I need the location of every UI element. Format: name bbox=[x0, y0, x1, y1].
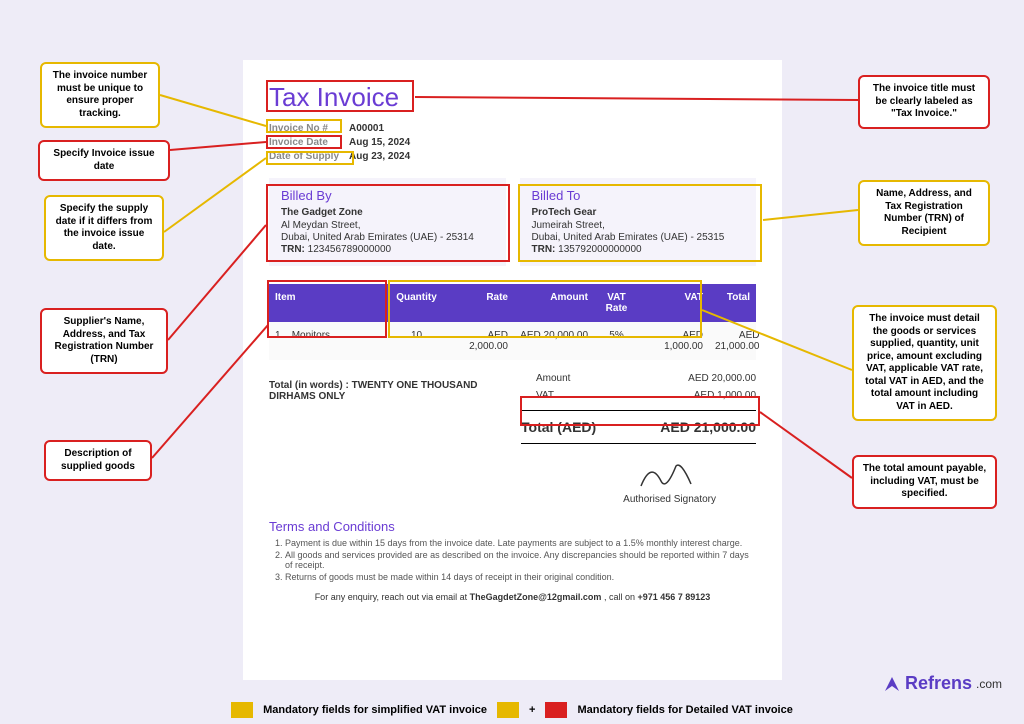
refrens-logo: Refrens.com bbox=[883, 673, 1002, 694]
th-vat: VAT bbox=[639, 284, 709, 322]
terms-section: Terms and Conditions Payment is due with… bbox=[269, 519, 756, 582]
td-amount: AED 20,000.00 bbox=[514, 322, 594, 360]
invoice-date-value: Aug 15, 2024 bbox=[349, 137, 410, 148]
billed-by-street: Al Meydan Street, bbox=[281, 220, 494, 231]
invoice-no-value: A00001 bbox=[349, 123, 384, 134]
invoice-no-label: Invoice No # bbox=[269, 123, 349, 134]
td-rate: AED 2,000.00 bbox=[444, 322, 514, 360]
supply-date-label: Date of Supply bbox=[269, 151, 349, 162]
billed-to-street: Jumeirah Street, bbox=[532, 220, 745, 231]
callout-supply-date: Specify the supply date if it differs fr… bbox=[44, 195, 164, 261]
billed-to-box: Billed To ProTech Gear Jumeirah Street, … bbox=[520, 178, 757, 266]
term-item: Payment is due within 15 days from the i… bbox=[285, 538, 756, 548]
billed-to-trn: TRN: 135792000000000 bbox=[532, 244, 745, 255]
supply-date-value: Aug 23, 2024 bbox=[349, 151, 410, 162]
invoice-title: Tax Invoice bbox=[269, 82, 756, 113]
meta-row-supply-date: Date of Supply Aug 23, 2024 bbox=[269, 151, 756, 162]
billed-by-city: Dubai, United Arab Emirates (UAE) - 2531… bbox=[281, 232, 494, 243]
td-total: AED 21,000.00 bbox=[709, 322, 765, 360]
terms-heading: Terms and Conditions bbox=[269, 519, 756, 534]
logo-icon bbox=[883, 675, 901, 693]
summary-vat-row: VAT AED 1,000.00 bbox=[521, 387, 756, 404]
legend-simplified: Mandatory fields for simplified VAT invo… bbox=[263, 704, 487, 716]
legend: Mandatory fields for simplified VAT invo… bbox=[0, 702, 1024, 718]
th-vat-rate: VAT Rate bbox=[594, 284, 639, 322]
td-vat-rate: 5% bbox=[594, 322, 639, 360]
term-item: All goods and services provided are as d… bbox=[285, 550, 756, 570]
billed-by-trn: TRN: 123456789000000 bbox=[281, 244, 494, 255]
callout-goods: Description of supplied goods bbox=[44, 440, 152, 481]
items-table: Item Quantity Rate Amount VAT Rate VAT T… bbox=[269, 284, 756, 360]
billed-to-heading: Billed To bbox=[532, 188, 745, 203]
th-total: Total bbox=[709, 284, 756, 322]
billed-to-city: Dubai, United Arab Emirates (UAE) - 2531… bbox=[532, 232, 745, 243]
invoice-meta: Invoice No # A00001 Invoice Date Aug 15,… bbox=[269, 123, 756, 162]
billed-by-name: The Gadget Zone bbox=[281, 207, 494, 218]
callout-invoice-date: Specify Invoice issue date bbox=[38, 140, 170, 181]
callout-supplier: Supplier's Name, Address, and Tax Regist… bbox=[40, 308, 168, 374]
th-item: Item bbox=[269, 284, 389, 322]
th-amount: Amount bbox=[514, 284, 594, 322]
td-item: 1. Monitors bbox=[269, 322, 389, 360]
callout-details: The invoice must detail the goods or ser… bbox=[852, 305, 997, 421]
grand-total: Total (AED) AED 21,000.00 bbox=[521, 410, 756, 444]
swatch-yellow-icon bbox=[231, 702, 253, 718]
items-header: Item Quantity Rate Amount VAT Rate VAT T… bbox=[269, 284, 756, 322]
swatch-yellow-icon bbox=[497, 702, 519, 718]
items-row: 1. Monitors 10 AED 2,000.00 AED 20,000.0… bbox=[269, 322, 756, 360]
legend-detailed: Mandatory fields for Detailed VAT invoic… bbox=[577, 704, 792, 716]
th-rate: Rate bbox=[444, 284, 514, 322]
td-vat: AED 1,000.00 bbox=[639, 322, 709, 360]
legend-plus: + bbox=[529, 704, 535, 716]
swatch-red-icon bbox=[545, 702, 567, 718]
terms-list: Payment is due within 15 days from the i… bbox=[269, 538, 756, 582]
td-qty: 10 bbox=[389, 322, 444, 360]
th-qty: Quantity bbox=[389, 284, 444, 322]
meta-row-invoice-date: Invoice Date Aug 15, 2024 bbox=[269, 137, 756, 148]
meta-row-invoice-no: Invoice No # A00001 bbox=[269, 123, 756, 134]
signature-block: Authorised Signatory bbox=[269, 456, 756, 505]
term-item: Returns of goods must be made within 14 … bbox=[285, 572, 756, 582]
callout-invoice-number: The invoice number must be unique to ens… bbox=[40, 62, 160, 128]
summary-amount-row: Amount AED 20,000.00 bbox=[521, 370, 756, 387]
callout-title: The invoice title must be clearly labele… bbox=[858, 75, 990, 129]
invoice-card: Tax Invoice Invoice No # A00001 Invoice … bbox=[243, 60, 782, 680]
billing-section: Billed By The Gadget Zone Al Meydan Stre… bbox=[269, 178, 756, 266]
invoice-date-label: Invoice Date bbox=[269, 137, 349, 148]
enquiry-line: For any enquiry, reach out via email at … bbox=[269, 592, 756, 602]
signature-icon bbox=[636, 456, 696, 494]
billed-by-box: Billed By The Gadget Zone Al Meydan Stre… bbox=[269, 178, 506, 266]
billed-by-heading: Billed By bbox=[281, 188, 494, 203]
callout-recipient: Name, Address, and Tax Registration Numb… bbox=[858, 180, 990, 246]
total-words: Total (in words) : TWENTY ONE THOUSAND D… bbox=[269, 380, 521, 444]
callout-total: The total amount payable, including VAT,… bbox=[852, 455, 997, 509]
billed-to-name: ProTech Gear bbox=[532, 207, 745, 218]
